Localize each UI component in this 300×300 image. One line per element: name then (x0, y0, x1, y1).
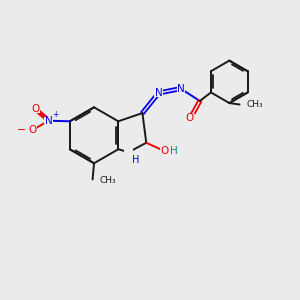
Bar (154, 89, 163, 97)
Bar (124, 148, 133, 156)
Bar (160, 147, 169, 155)
Text: H: H (132, 154, 140, 165)
Text: O: O (185, 113, 194, 123)
Bar (28, 126, 37, 134)
Text: +: + (52, 110, 59, 119)
Text: N: N (45, 116, 52, 126)
Bar (187, 115, 194, 122)
Bar (177, 85, 185, 92)
Text: CH₃: CH₃ (247, 100, 264, 109)
Text: N: N (177, 84, 184, 94)
Text: O: O (28, 125, 37, 135)
Bar (31, 105, 40, 113)
Text: N: N (155, 88, 163, 98)
Text: O: O (31, 104, 40, 114)
Bar (186, 114, 194, 122)
Bar (44, 117, 53, 125)
Text: −: − (16, 125, 26, 135)
Text: O: O (160, 146, 169, 156)
Text: CH₃: CH₃ (100, 176, 117, 185)
Text: H: H (170, 146, 178, 156)
